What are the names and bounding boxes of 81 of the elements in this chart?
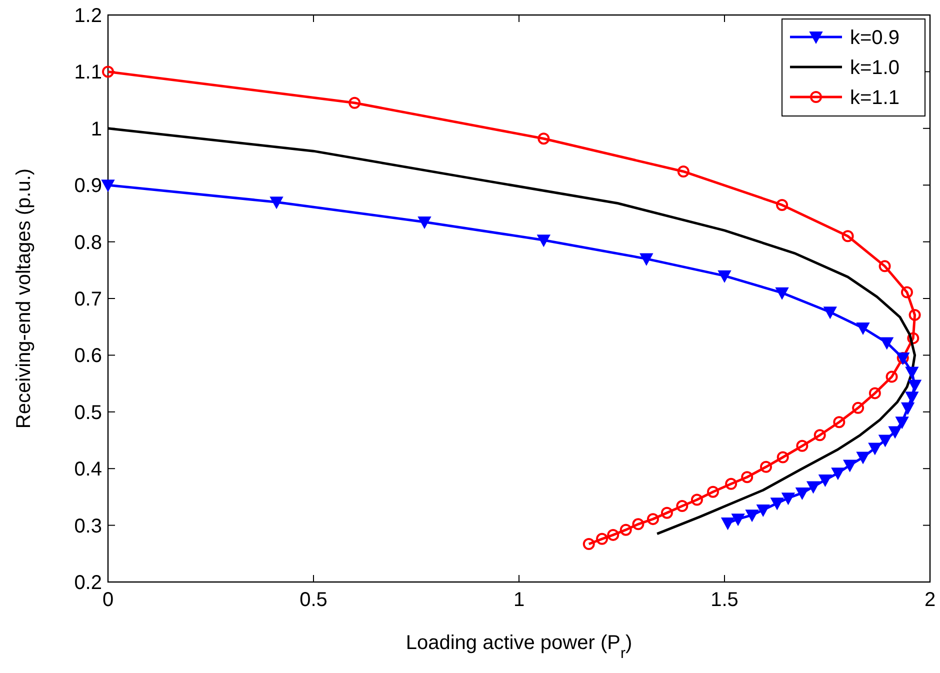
point (706, 486, 719, 498)
point (102, 180, 114, 192)
point (582, 538, 595, 550)
y-tick-label: 0.4 (74, 458, 102, 481)
point (690, 494, 703, 506)
point (868, 387, 881, 400)
point (908, 308, 921, 321)
point (814, 429, 826, 442)
x-axis-title: Loading active power (P$_{r}$) (406, 632, 632, 662)
point (896, 416, 909, 429)
x-tick-label: 1.5 (710, 589, 738, 611)
point (901, 402, 914, 414)
point (721, 518, 734, 530)
x-tick-label: 0 (102, 589, 114, 611)
point (596, 532, 608, 545)
point (270, 196, 284, 209)
point (880, 337, 894, 350)
y-tick-label: 0.3 (74, 515, 102, 538)
point (886, 370, 898, 383)
y-tick-label: 0.9 (74, 175, 102, 198)
y-tick-label: 0.2 (74, 572, 102, 594)
point (756, 504, 770, 516)
point (646, 513, 659, 526)
point (856, 452, 870, 464)
point (537, 234, 550, 247)
point (538, 132, 550, 145)
point (796, 487, 809, 500)
x-tick-label: 1 (513, 589, 525, 611)
y-tick-label: 0.5 (74, 402, 102, 424)
point (908, 380, 922, 392)
y-tick-label: 1.1 (74, 62, 102, 84)
point (760, 460, 772, 473)
y-tick-label: 0.6 (74, 345, 102, 368)
point (900, 286, 913, 298)
point (833, 416, 846, 428)
point (102, 66, 114, 78)
point (770, 498, 784, 510)
y-tick-label: 0.8 (74, 232, 102, 254)
point (907, 332, 920, 344)
point (831, 468, 844, 480)
point (676, 500, 688, 512)
point (905, 392, 918, 404)
point (640, 253, 653, 266)
point (852, 402, 864, 414)
point (878, 434, 892, 447)
point (725, 478, 738, 490)
x-tick-label: 0.5 (300, 589, 328, 611)
x-tick-label: 2 (924, 589, 936, 611)
point (677, 165, 690, 178)
point (782, 492, 795, 505)
point (732, 514, 745, 526)
point (418, 216, 431, 228)
point (818, 474, 832, 486)
point (776, 451, 789, 464)
y-tick-label: 1.2 (74, 5, 102, 27)
legend-label: k=0.9 (850, 27, 900, 49)
point (632, 518, 644, 530)
point (348, 96, 361, 109)
point (746, 510, 759, 522)
point (796, 440, 808, 452)
legend-label: k=1.0 (850, 57, 900, 79)
point (607, 528, 620, 541)
point (776, 287, 789, 300)
point (842, 230, 854, 242)
y-tick-label: 0.7 (74, 288, 102, 310)
point (806, 481, 820, 494)
point (824, 306, 837, 319)
point (868, 442, 882, 455)
point (776, 198, 788, 211)
point (856, 322, 870, 334)
point (905, 366, 918, 379)
y-axis-title: Receiving-end voltages (p.u.) (13, 168, 35, 429)
point (620, 524, 632, 536)
point (660, 506, 673, 519)
legend-label: k=1.1 (850, 87, 900, 109)
point (741, 471, 754, 484)
y-tick-label: 1 (90, 118, 102, 140)
point (718, 270, 731, 282)
point (843, 460, 856, 472)
point (888, 426, 902, 438)
point (878, 260, 891, 272)
